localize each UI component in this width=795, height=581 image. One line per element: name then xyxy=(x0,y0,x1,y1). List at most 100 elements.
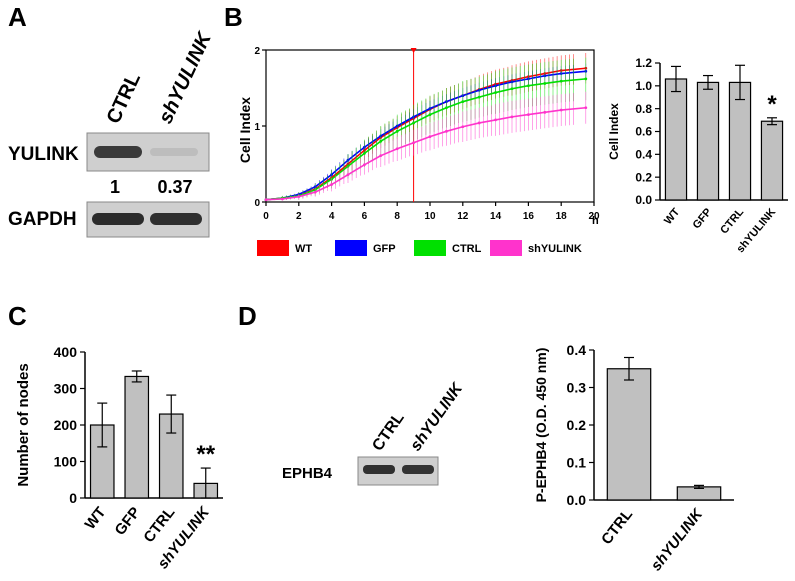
chart-b-line-xtick-label: 10 xyxy=(424,211,436,222)
blot-a-row-gapdh: GAPDH xyxy=(8,209,77,230)
dbar-category-shyulink: shYULINK xyxy=(648,505,707,574)
cbar-category-wt: WT xyxy=(82,504,110,533)
bbar-category-gfp: GFP xyxy=(691,206,715,231)
chart-b-line-point-ctrl xyxy=(527,84,530,88)
chart-b-line-xtick-label: 18 xyxy=(556,211,568,222)
cbar-ylabel: Number of nodes xyxy=(15,363,32,486)
chart-b-line-xtick-label: 4 xyxy=(329,211,335,222)
cbar-ytick-label: 0 xyxy=(69,490,77,506)
chart-b-line-point-shyulink xyxy=(395,147,399,151)
chart-b-line-point-shyulink xyxy=(584,106,588,110)
cbar-ytick-label: 400 xyxy=(54,344,78,360)
cbar-ytick-label: 100 xyxy=(54,453,78,469)
chart-b-line-xtick-label: 8 xyxy=(394,211,400,222)
blot-a-gapdh-band-shyulink xyxy=(150,213,202,225)
bbar-bar-gfp xyxy=(696,81,720,201)
cbar-ytick-label: 300 xyxy=(54,380,78,396)
chart-b-line-point-shyulink xyxy=(297,195,301,199)
legend-label-wt: WT xyxy=(295,243,312,255)
bbar-ytick-label: 0.6 xyxy=(635,125,652,139)
blot-d-row-ephb4: EPHB4 xyxy=(282,465,333,482)
chart-b-line-point-ctrl xyxy=(445,106,448,110)
blot-a-yulink-band-ctrl xyxy=(94,146,142,158)
chart-b-line-point-ctrl xyxy=(543,82,547,85)
bbar-ytick-label: 0.8 xyxy=(635,102,652,116)
dbar-category-ctrl: CTRL xyxy=(598,506,636,548)
blot-a-lane-shyulink: shYULINK xyxy=(155,28,217,127)
chart-b-line-x-unit: h xyxy=(592,215,599,227)
chart-b-line-point-shyulink xyxy=(461,125,465,129)
dbar-ytick-label: 0.0 xyxy=(567,492,587,508)
chart-b-line-point-ctrl xyxy=(379,139,383,143)
chart-b-line-point-shyulink xyxy=(363,163,366,167)
chart-d-bar: 0.0 0.1 0.2 0.3 0.4 CTRL shYULINK P-EPHB4 (O.D.… xyxy=(533,342,734,574)
bbar-bar-wt xyxy=(664,78,688,201)
dbar-ytick-label: 0.4 xyxy=(567,342,587,358)
blot-a-quant-ctrl: 1 xyxy=(110,177,120,197)
chart-b-bar: 0.00.20.40.60.81.01.2WT GFP CTRLshYULINK*C… xyxy=(607,56,788,255)
bbar-ytick-label: 0.0 xyxy=(635,193,652,207)
dbar-ytick-label: 0.3 xyxy=(567,379,587,395)
chart-b-line-point-shyulink xyxy=(346,173,350,177)
chart-b-line-ytick-label: 1 xyxy=(254,122,260,133)
chart-b-line-point-ctrl xyxy=(494,91,497,94)
dbar-ytick-label: 0.1 xyxy=(567,454,587,470)
legend-label-gfp: GFP xyxy=(373,243,396,255)
chart-b-line-point-ctrl xyxy=(395,129,399,133)
panel-letter-a: A xyxy=(8,2,27,32)
blot-a-lane-ctrl: CTRL xyxy=(103,69,145,127)
dbar-ylabel: P-EPHB4 (O.D. 450 nm) xyxy=(533,348,549,503)
legend-swatch-wt xyxy=(257,240,289,256)
chart-b-line-point-shyulink xyxy=(527,113,530,116)
chart-b-line-point-shyulink xyxy=(412,141,415,145)
dbar-bar-ctrl xyxy=(606,368,652,501)
bbar-ytick-label: 1.0 xyxy=(635,79,652,93)
bbar-category-ctrl: CTRL xyxy=(718,206,746,236)
chart-b-line-point-ctrl xyxy=(584,77,588,81)
blot-a-row-yulink: YULINK xyxy=(8,144,79,165)
chart-b-line-point-shyulink xyxy=(510,115,514,119)
bbar-bar-shyulink xyxy=(760,120,784,201)
chart-b-line-xtick-label: 16 xyxy=(523,211,535,222)
chart-b-line-point-shyulink xyxy=(428,135,432,139)
blot-d-lane-ctrl: CTRL xyxy=(369,409,408,454)
chart-b-line-point-shyulink xyxy=(330,183,333,186)
blot-a-yulink-band-shyulink xyxy=(150,148,198,156)
bbar-significance-shyulink: * xyxy=(767,91,777,118)
chart-b-line-point-shyulink xyxy=(281,197,284,201)
panel-letter-b: B xyxy=(224,2,243,32)
legend-swatch-shyulink xyxy=(490,240,522,256)
chart-b-line-marker-head xyxy=(410,48,417,53)
chart-b-line-xtick-label: 6 xyxy=(362,211,368,222)
cbar-significance-shyulink: ** xyxy=(196,441,215,468)
bbar-ytick-label: 0.4 xyxy=(635,148,652,162)
chart-b-line-series-shyulink xyxy=(264,91,588,202)
blot-d-band-shyulink xyxy=(402,465,434,474)
chart-b-line-point-ctrl xyxy=(477,95,481,99)
legend-b: WT GFP CTRL shYULINK xyxy=(257,240,582,256)
chart-b-line-xtick-label: 0 xyxy=(263,211,269,222)
chart-b-line-point-shyulink xyxy=(313,190,317,194)
panel-letter-c: C xyxy=(8,301,27,331)
chart-b-line-xtick-label: 2 xyxy=(296,211,302,222)
dbar-ytick-label: 0.2 xyxy=(567,417,587,433)
legend-swatch-ctrl xyxy=(414,240,446,256)
chart-b-line-ytick-label: 2 xyxy=(254,46,260,57)
blot-d-lane-shyulink: shYULINK xyxy=(407,379,467,454)
chart-b-line-point-ctrl xyxy=(363,151,366,155)
bbar-ytick-label: 1.2 xyxy=(635,56,652,70)
cbar-category-gfp: GFP xyxy=(112,504,144,539)
bbar-ytick-label: 0.2 xyxy=(635,170,652,184)
legend-label-ctrl: CTRL xyxy=(452,243,482,255)
cbar-ytick-label: 200 xyxy=(54,417,78,433)
chart-b-line-path-ctrl xyxy=(265,78,586,201)
chart-b-line-point-shyulink xyxy=(477,121,481,125)
blot-a-gapdh-band-ctrl xyxy=(92,213,144,225)
chart-b-line-point-shyulink xyxy=(494,118,497,122)
legend-label-shyulink: shYULINK xyxy=(528,243,582,255)
chart-b-line-point-ctrl xyxy=(412,121,415,125)
chart-b-line-point-ctrl xyxy=(461,100,465,104)
bbar-ylabel: Cell Index xyxy=(607,103,621,160)
